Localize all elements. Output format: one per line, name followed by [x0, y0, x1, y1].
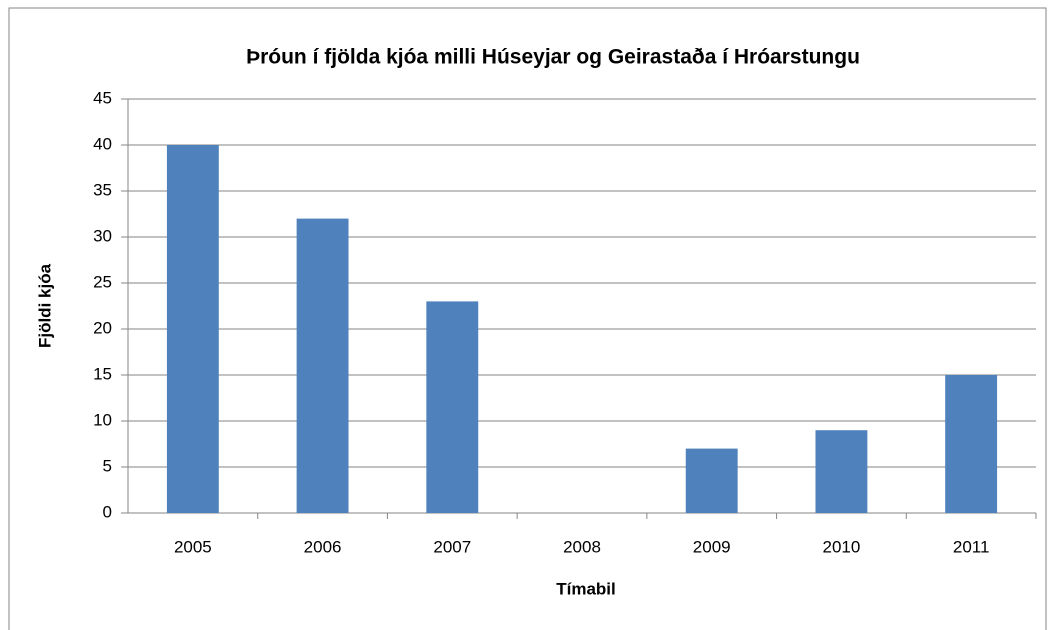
y-tick-label: 20: [93, 318, 112, 337]
chart-border: [8, 7, 1047, 630]
x-tick-label: 2006: [304, 537, 342, 556]
chart-title: Þróun í fjölda kjóa milli Húseyjar og Ge…: [246, 46, 860, 69]
bar: [945, 375, 998, 513]
bar: [685, 448, 738, 513]
x-tick-label: 2007: [433, 537, 471, 556]
y-tick-label: 0: [103, 502, 112, 521]
x-tick-label: 2005: [174, 537, 212, 556]
y-tick-label: 40: [93, 134, 112, 153]
y-axis-title: Fjöldi kjóa: [35, 263, 54, 348]
y-tick-label: 45: [93, 88, 112, 107]
x-tick-label: 2009: [693, 537, 731, 556]
x-tick-label: 2010: [823, 537, 861, 556]
bar: [815, 430, 868, 513]
bar: [296, 218, 349, 513]
y-tick-label: 5: [103, 456, 112, 475]
x-axis-title: Tímabil: [556, 579, 616, 598]
x-tick-label: 2011: [953, 537, 990, 556]
y-tick-label: 35: [93, 180, 112, 199]
bar: [166, 145, 219, 513]
y-tick-label: 25: [93, 272, 112, 291]
y-tick-label: 15: [93, 364, 112, 383]
y-tick-label: 10: [93, 410, 112, 429]
x-tick-label: 2008: [563, 537, 601, 556]
bar: [426, 301, 479, 513]
y-tick-label: 30: [93, 226, 112, 245]
